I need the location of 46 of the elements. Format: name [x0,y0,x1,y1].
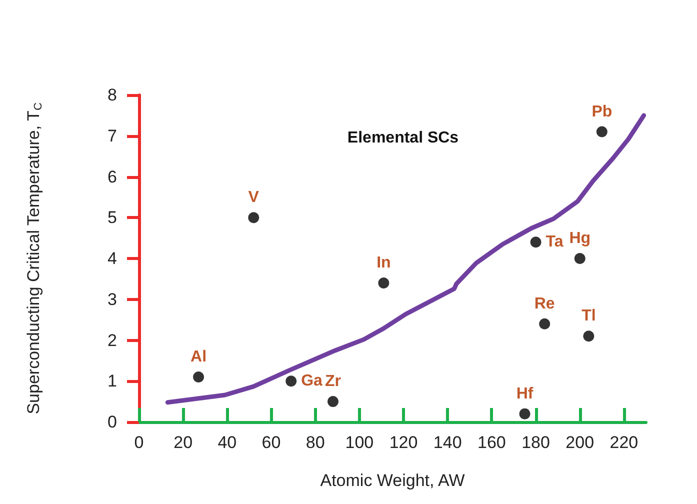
annotation: In [376,254,391,272]
y-tick-label: 4 [108,249,117,268]
x-tick-label: 0 [134,433,144,452]
x-tick-label: 220 [610,433,638,452]
y-tick-label: 1 [108,372,117,391]
y-tick-label: 8 [108,86,117,104]
annotation: Zr [324,373,341,390]
point [378,278,390,289]
y-axis-title: Superconducting Critical Temperature, TC [24,102,44,414]
y-tick-label: 2 [108,330,117,350]
point [248,212,260,224]
x-tick-label: 160 [478,433,506,452]
y-tick-label: 6 [108,167,117,186]
point [539,318,550,330]
x-tick-label: 60 [262,433,281,452]
text: Elemental SCs [347,130,459,146]
y-tick-label: 5 [108,208,117,228]
annotation: Hg [569,230,591,247]
point [519,408,530,420]
x-tick-label: 20 [174,433,193,452]
point [596,126,608,138]
annotation: Tl [582,308,596,325]
x-tick-label: 180 [522,433,550,452]
point [583,330,594,342]
x-tick-label: 40 [218,433,237,452]
annotation: Al [190,348,207,366]
annotation: Ga [301,372,323,390]
annotation: Hf [516,385,534,402]
annotation: Ta [546,234,564,251]
point [286,376,297,387]
x-tick-label: 200 [566,433,594,452]
annotation: V [248,189,260,206]
point [530,236,542,248]
point [327,396,338,408]
point [193,372,204,383]
x-tick-label: 80 [306,433,325,452]
annotation: Re [534,295,555,312]
x-axis-title: Atomic Weight, AW [320,471,465,490]
y-tick-label: 0 [108,412,117,432]
point [574,253,586,264]
y-tick-label: 7 [108,126,117,146]
annotation: Pb [592,103,612,120]
x-tick-label: 140 [433,433,462,452]
x-tick-label: 120 [389,433,418,452]
x-tick-label: 100 [345,433,374,452]
y-tick-label: 3 [108,290,117,309]
